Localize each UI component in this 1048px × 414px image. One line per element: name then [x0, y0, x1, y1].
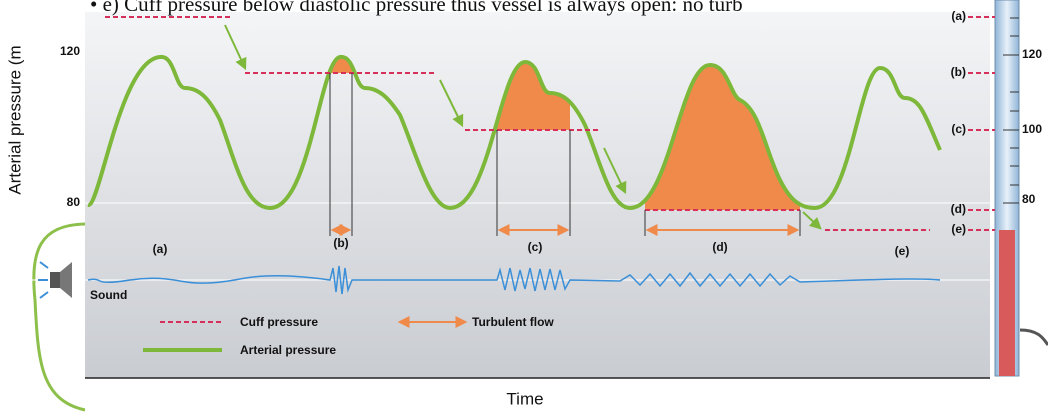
phase-label: (d): [712, 240, 727, 254]
gauge-tick-label: 80: [1022, 192, 1036, 206]
gauge-tick-label: 120: [1022, 47, 1042, 61]
legend-label: Turbulent flow: [472, 315, 554, 329]
y-axis-label: Arterial pressure (m: [5, 45, 24, 194]
x-axis-label: Time: [506, 389, 543, 408]
gauge-label: (a): [951, 9, 966, 23]
sound-trace: [87, 265, 941, 295]
turbulence-markers: [329, 73, 801, 236]
phase-label: (e): [895, 244, 910, 258]
arterial-wave: [86, 55, 942, 211]
cable: [32, 222, 86, 412]
gauge-label: (e): [951, 222, 966, 236]
gauge-label: (c): [951, 122, 966, 136]
gauge-cuff-dashes: [968, 16, 995, 231]
gauge-label: (b): [951, 65, 966, 79]
phase-label: (a): [153, 242, 168, 256]
cuff-lines: [105, 16, 930, 231]
sound-label: Sound: [90, 288, 127, 302]
legend-label: Cuff pressure: [240, 315, 318, 329]
gauge-tick-label: 100: [1022, 122, 1042, 136]
phase-label: (b): [333, 236, 348, 250]
gauge-ticks: [1003, 17, 1019, 204]
cable: [1019, 328, 1048, 346]
speaker-icon: [38, 261, 72, 299]
phase-label: (c): [528, 240, 543, 254]
tick-label: 80: [67, 195, 81, 209]
caption: • e) Cuff pressure below diastolic press…: [90, 0, 743, 16]
tick-label: 120: [60, 44, 80, 58]
step-arrows: [224, 24, 822, 230]
legend-label: Arterial pressure: [240, 343, 336, 357]
gauge-mercury: [999, 230, 1015, 376]
gauge-label: (d): [951, 202, 966, 216]
